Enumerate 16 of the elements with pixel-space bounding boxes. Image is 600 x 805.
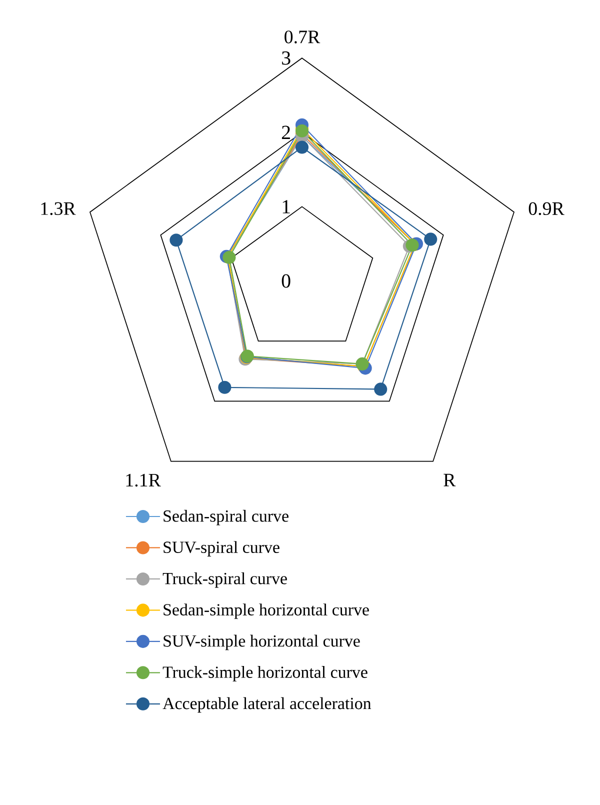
y-tick-label: 0 bbox=[282, 274, 290, 288]
legend-label: SUV-spiral curve bbox=[164, 541, 280, 556]
legend-label: Truck-spiral curve bbox=[162, 572, 287, 588]
spoke-label: R bbox=[444, 474, 456, 486]
spoke-label: 1.1R bbox=[126, 474, 161, 487]
y-tick-label: 2 bbox=[282, 126, 290, 139]
spoke-label: 1.3R bbox=[41, 202, 76, 216]
legend-label: Sedan-simple horizontal curve bbox=[164, 604, 369, 619]
legend-label: SUV-simple horizontal curve bbox=[164, 634, 360, 650]
legend-label: Acceptable lateral acceleration bbox=[162, 697, 372, 713]
y-tick-label: 3 bbox=[282, 51, 290, 65]
spoke-label: 0.7R bbox=[284, 30, 320, 44]
spoke-label: 0.9R bbox=[528, 202, 564, 216]
y-tick-label: 1 bbox=[282, 200, 290, 214]
legend-label: Sedan-spiral curve bbox=[164, 510, 288, 526]
legend-label: Truck-simple horizontal curve bbox=[162, 666, 368, 682]
